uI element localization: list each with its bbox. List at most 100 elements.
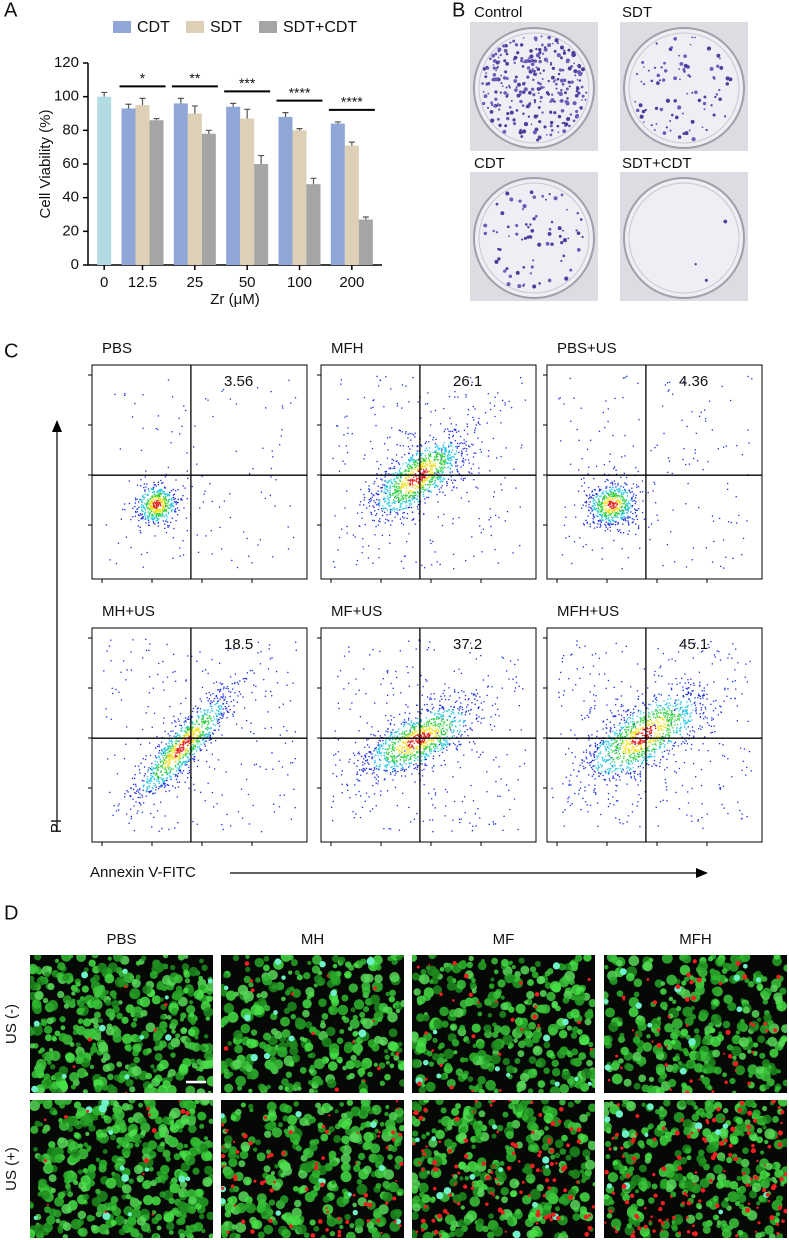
event-dot	[387, 501, 390, 503]
event-dot	[454, 716, 456, 719]
event-dot	[397, 513, 399, 516]
colony	[492, 229, 496, 233]
event-dot	[149, 501, 152, 503]
event-dot	[348, 646, 350, 648]
event-dot	[454, 396, 456, 398]
event-dot	[454, 744, 456, 746]
event-dot	[592, 521, 594, 524]
event-dot	[426, 764, 428, 767]
event-dot	[203, 735, 206, 737]
colony	[551, 42, 554, 45]
event-dot	[188, 758, 191, 761]
event-dot	[599, 505, 601, 507]
event-dot	[343, 688, 345, 690]
event-dot	[171, 743, 173, 745]
event-dot	[431, 476, 433, 478]
event-dot	[417, 486, 419, 488]
event-dot	[147, 524, 150, 526]
event-dot	[456, 458, 458, 461]
event-dot	[422, 458, 425, 461]
error-bar	[177, 97, 184, 104]
event-dot	[612, 467, 615, 470]
event-dot	[466, 453, 468, 456]
event-dot	[413, 462, 415, 464]
event-dot	[488, 450, 490, 452]
event-dot	[439, 563, 441, 566]
event-dot	[591, 491, 593, 493]
event-dot	[416, 478, 419, 480]
x-tick-label: 200	[339, 274, 364, 291]
event-dot	[153, 782, 155, 785]
colony	[538, 120, 542, 124]
event-dot	[399, 650, 402, 652]
event-dot	[625, 476, 628, 479]
event-dot	[130, 795, 132, 798]
event-dot	[373, 793, 376, 795]
event-dot	[460, 455, 463, 457]
event-dot	[424, 490, 426, 492]
event-dot	[424, 465, 427, 468]
event-dot	[206, 717, 208, 720]
event-dot	[210, 720, 212, 722]
event-dot	[398, 463, 401, 465]
event-dot	[154, 774, 157, 776]
y-tick-label: 60	[62, 155, 79, 172]
event-dot	[497, 562, 499, 564]
event-dot	[409, 491, 412, 493]
event-dot	[449, 467, 451, 470]
event-dot	[175, 519, 177, 522]
event-dot	[606, 499, 608, 501]
event-dot	[289, 762, 292, 764]
event-dot	[270, 476, 272, 478]
event-dot	[448, 444, 450, 446]
event-dot	[168, 760, 171, 762]
event-dot	[125, 813, 128, 815]
event-dot	[433, 460, 435, 462]
event-dot	[454, 446, 457, 448]
event-dot	[488, 519, 490, 521]
event-dot	[428, 482, 431, 484]
event-dot	[137, 796, 139, 799]
event-dot	[427, 710, 429, 712]
event-dot	[605, 490, 607, 492]
event-dot	[198, 732, 200, 734]
event-dot	[205, 692, 208, 695]
event-dot	[188, 735, 190, 737]
event-dot	[167, 754, 169, 756]
event-dot	[343, 655, 346, 657]
event-dot	[198, 723, 200, 725]
error-bar	[244, 108, 251, 119]
event-dot	[427, 392, 429, 394]
flow-plot	[317, 627, 537, 846]
colony	[557, 72, 561, 76]
event-dot	[378, 556, 380, 559]
event-dot	[597, 486, 600, 488]
colony	[725, 82, 730, 86]
colony	[510, 99, 513, 102]
event-dot	[484, 412, 487, 414]
event-dot	[614, 494, 616, 497]
event-dot	[149, 506, 151, 508]
event-dot	[449, 457, 451, 459]
event-dot	[423, 458, 425, 461]
event-dot	[201, 723, 203, 726]
colony	[535, 47, 538, 51]
event-dot	[589, 512, 592, 514]
event-dot	[428, 459, 430, 461]
event-dot	[166, 776, 168, 779]
event-dot	[144, 509, 147, 512]
event-dot	[185, 752, 187, 754]
colony	[527, 59, 531, 63]
event-dot	[615, 500, 617, 503]
event-dot	[600, 489, 602, 491]
event-dot	[157, 763, 160, 766]
event-dot	[489, 508, 491, 510]
event-dot	[156, 735, 158, 738]
event-dot	[410, 439, 412, 441]
colony	[576, 79, 579, 81]
event-dot	[456, 431, 458, 433]
event-dot	[142, 427, 144, 429]
colony	[684, 131, 689, 136]
event-dot	[194, 744, 197, 747]
event-dot	[435, 455, 437, 457]
